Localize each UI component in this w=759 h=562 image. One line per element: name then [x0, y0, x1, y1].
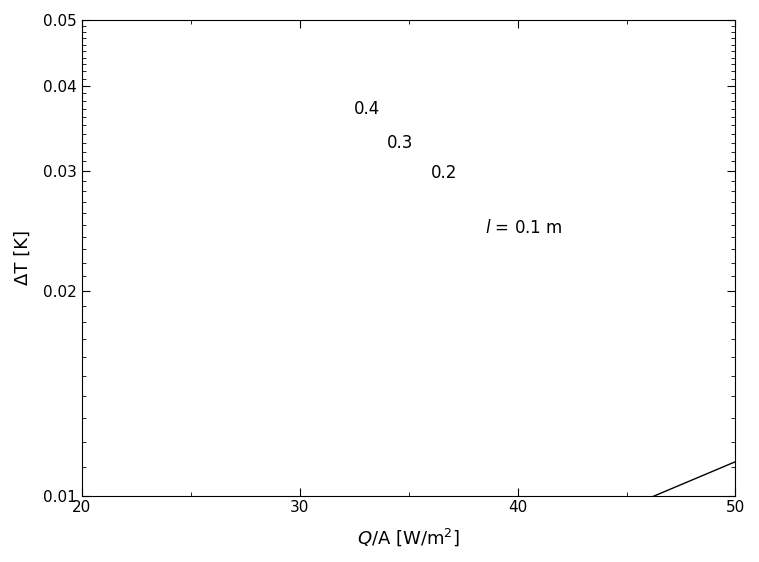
Text: $l$ = 0.1 m: $l$ = 0.1 m	[485, 219, 562, 237]
X-axis label: $Q$/A [W/m$^2$]: $Q$/A [W/m$^2$]	[357, 527, 460, 548]
Y-axis label: ΔT [K]: ΔT [K]	[14, 230, 32, 285]
Text: 0.2: 0.2	[430, 164, 457, 182]
Text: 0.3: 0.3	[387, 134, 413, 152]
Text: 0.4: 0.4	[354, 100, 380, 118]
